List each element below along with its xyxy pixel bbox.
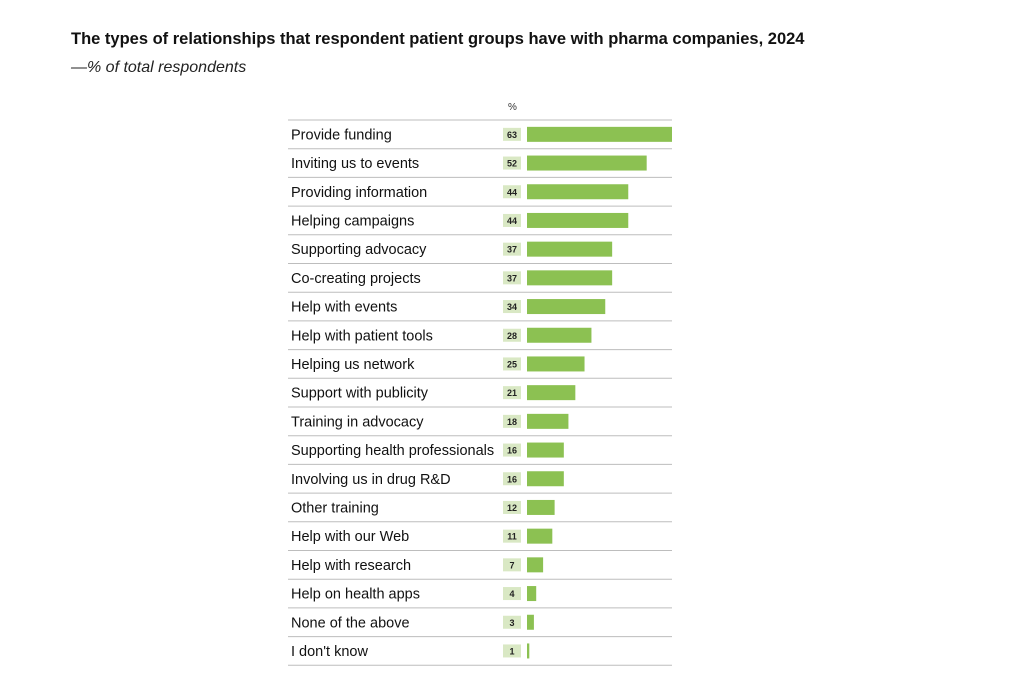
category-label: Inviting us to events bbox=[291, 156, 419, 172]
value-label-bg bbox=[503, 615, 521, 629]
category-label: Help with patient tools bbox=[291, 328, 433, 344]
value-label: 7 bbox=[509, 560, 514, 570]
value-label: 18 bbox=[507, 417, 517, 427]
category-label: Providing information bbox=[291, 185, 427, 201]
value-label-bg bbox=[503, 185, 521, 199]
value-label-bg bbox=[503, 500, 521, 514]
bar bbox=[527, 557, 544, 573]
category-label: Help with research bbox=[291, 558, 411, 574]
bar bbox=[527, 528, 553, 544]
value-label-bg bbox=[503, 156, 521, 170]
category-label: Provide funding bbox=[291, 127, 392, 143]
value-label: 34 bbox=[507, 302, 517, 312]
value-label: 63 bbox=[507, 130, 517, 140]
bar bbox=[527, 442, 564, 458]
value-label: 52 bbox=[507, 159, 517, 169]
value-label: 25 bbox=[507, 359, 517, 369]
category-label: Involving us in drug R&D bbox=[291, 472, 451, 488]
bar bbox=[527, 385, 576, 401]
category-label: None of the above bbox=[291, 615, 410, 631]
value-label-bg bbox=[503, 357, 521, 371]
chart-title: The types of relationships that responde… bbox=[71, 30, 805, 48]
bar bbox=[527, 155, 647, 171]
value-label-bg bbox=[503, 127, 521, 141]
bar bbox=[527, 643, 530, 659]
value-label: 16 bbox=[507, 474, 517, 484]
category-label: Training in advocacy bbox=[291, 414, 424, 430]
value-label: 3 bbox=[509, 618, 514, 628]
category-label: Support with publicity bbox=[291, 386, 429, 402]
category-label: Helping campaigns bbox=[291, 213, 414, 229]
value-label-bg bbox=[503, 472, 521, 486]
value-label: 12 bbox=[507, 503, 517, 513]
value-label: 4 bbox=[509, 589, 514, 599]
bar bbox=[527, 327, 592, 343]
bar bbox=[527, 356, 585, 372]
value-label: 37 bbox=[507, 245, 517, 255]
category-label: I don't know bbox=[291, 644, 368, 660]
category-label: Supporting health professionals bbox=[291, 443, 494, 459]
value-label: 11 bbox=[507, 532, 517, 542]
value-label-bg bbox=[503, 558, 521, 572]
value-label-bg bbox=[503, 644, 521, 658]
bar bbox=[527, 413, 569, 429]
bar bbox=[527, 299, 606, 315]
value-label-bg bbox=[503, 328, 521, 342]
chart-subtitle: —% of total respondents bbox=[71, 59, 247, 76]
category-label: Other training bbox=[291, 500, 379, 516]
value-label: 28 bbox=[507, 331, 517, 341]
value-label-bg bbox=[503, 529, 521, 543]
value-label-bg bbox=[503, 242, 521, 256]
category-label: Helping us network bbox=[291, 357, 415, 373]
bar bbox=[527, 241, 613, 257]
bar bbox=[527, 471, 564, 487]
category-label: Supporting advocacy bbox=[291, 242, 427, 258]
bar bbox=[527, 270, 613, 286]
value-label: 37 bbox=[507, 273, 517, 283]
value-label-bg bbox=[503, 587, 521, 601]
value-label-bg bbox=[503, 271, 521, 285]
value-label: 16 bbox=[507, 446, 517, 456]
category-label: Co-creating projects bbox=[291, 271, 421, 287]
value-label-bg bbox=[503, 300, 521, 314]
value-label: 44 bbox=[507, 187, 517, 197]
category-label: Help with our Web bbox=[291, 529, 409, 545]
bar bbox=[527, 184, 629, 200]
category-label: Help with events bbox=[291, 300, 397, 316]
bar bbox=[527, 212, 629, 228]
value-label-bg bbox=[503, 443, 521, 457]
value-label: 21 bbox=[507, 388, 517, 398]
value-label-bg bbox=[503, 414, 521, 428]
bar bbox=[527, 499, 555, 515]
bar bbox=[527, 126, 672, 142]
value-label: 1 bbox=[509, 646, 514, 656]
bar bbox=[527, 614, 534, 630]
bar bbox=[527, 586, 537, 602]
value-label-bg bbox=[503, 213, 521, 227]
value-label-bg bbox=[503, 386, 521, 400]
category-label: Help on health apps bbox=[291, 587, 420, 603]
value-label: 44 bbox=[507, 216, 517, 226]
value-unit-label: % bbox=[508, 102, 517, 113]
